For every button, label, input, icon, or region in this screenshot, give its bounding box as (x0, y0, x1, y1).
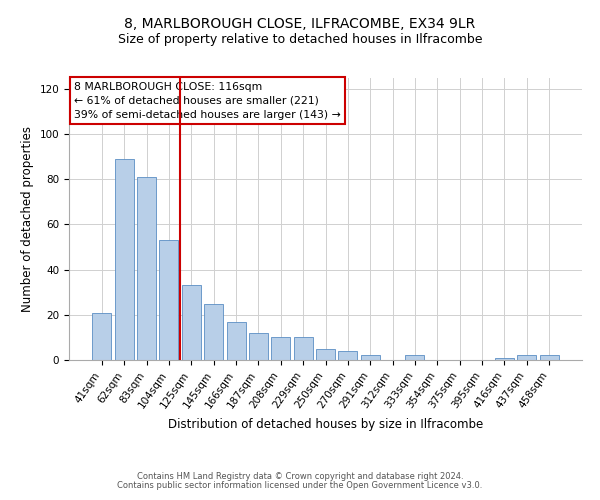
Text: 8 MARLBOROUGH CLOSE: 116sqm
← 61% of detached houses are smaller (221)
39% of se: 8 MARLBOROUGH CLOSE: 116sqm ← 61% of det… (74, 82, 341, 120)
Bar (160, 240, 178, 360)
Bar (316, 348, 335, 360)
Bar (293, 338, 313, 360)
Bar (92, 312, 112, 360)
Bar (361, 356, 380, 360)
Bar (271, 338, 290, 360)
Bar (495, 358, 514, 360)
Bar (539, 356, 559, 360)
Text: Size of property relative to detached houses in Ilfracombe: Size of property relative to detached ho… (118, 32, 482, 46)
Bar (406, 356, 424, 360)
Text: Contains public sector information licensed under the Open Government Licence v3: Contains public sector information licen… (118, 481, 482, 490)
Bar (517, 356, 536, 360)
Text: Contains HM Land Registry data © Crown copyright and database right 2024.: Contains HM Land Registry data © Crown c… (137, 472, 463, 481)
Y-axis label: Number of detached properties: Number of detached properties (21, 126, 34, 312)
Bar (115, 159, 134, 360)
Bar (249, 333, 268, 360)
Bar (204, 304, 223, 360)
X-axis label: Distribution of detached houses by size in Ilfracombe: Distribution of detached houses by size … (168, 418, 483, 432)
Text: 8, MARLBOROUGH CLOSE, ILFRACOMBE, EX34 9LR: 8, MARLBOROUGH CLOSE, ILFRACOMBE, EX34 9… (124, 18, 476, 32)
Bar (137, 177, 156, 360)
Bar (182, 286, 201, 360)
Bar (227, 322, 245, 360)
Bar (338, 351, 358, 360)
